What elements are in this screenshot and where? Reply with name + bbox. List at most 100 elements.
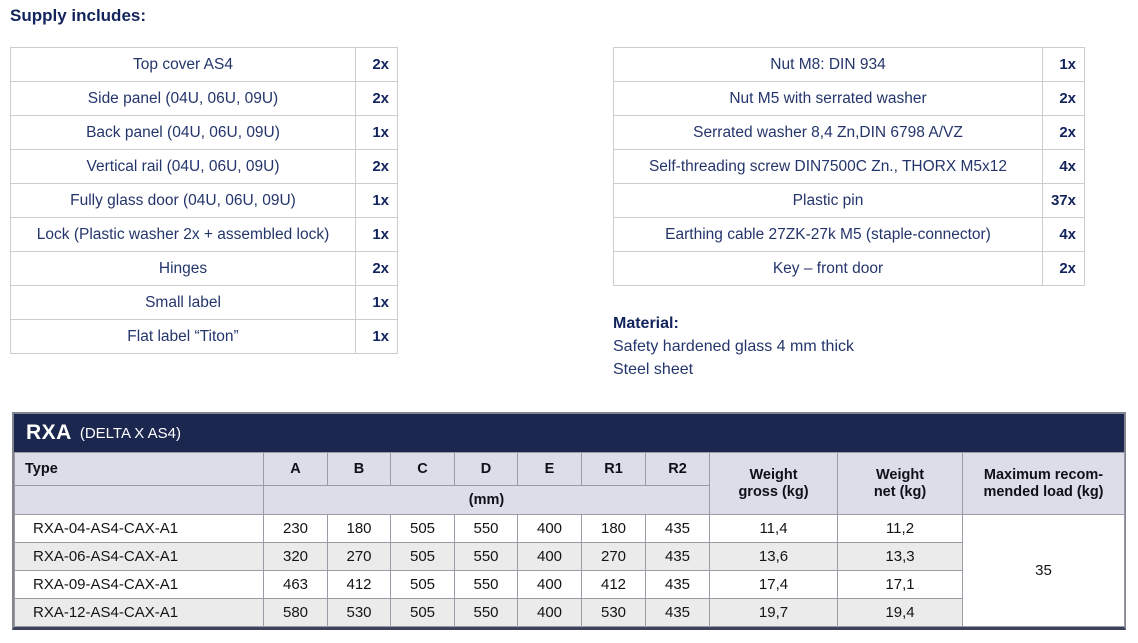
col-header-max-load: Maximum recom- mended load (kg) bbox=[962, 452, 1125, 515]
supply-item-qty: 1x bbox=[355, 183, 398, 218]
material-line: Steel sheet bbox=[613, 361, 694, 378]
cell-weight-net: 17,1 bbox=[837, 570, 963, 599]
material-section: Material: Safety hardened glass 4 mm thi… bbox=[613, 312, 854, 381]
table-row: Serrated washer 8,4 Zn,DIN 6798 A/VZ 2x bbox=[613, 115, 1085, 150]
supply-item-qty: 1x bbox=[355, 319, 398, 354]
supply-item-qty: 2x bbox=[1042, 81, 1085, 116]
supply-item-label: Serrated washer 8,4 Zn,DIN 6798 A/VZ bbox=[613, 115, 1043, 150]
cell-weight-gross: 17,4 bbox=[709, 570, 838, 599]
cell-max-load: 35 bbox=[962, 514, 1125, 627]
supply-item-qty: 2x bbox=[1042, 115, 1085, 150]
col-header-d: D bbox=[454, 452, 518, 486]
col-header-r2: R2 bbox=[645, 452, 710, 486]
supply-item-qty: 2x bbox=[355, 81, 398, 116]
page-title: Supply includes: bbox=[10, 6, 147, 25]
supply-item-label: Side panel (04U, 06U, 09U) bbox=[10, 81, 356, 116]
cell-a: 463 bbox=[263, 570, 328, 599]
supply-item-qty: 2x bbox=[355, 149, 398, 184]
col-header-b: B bbox=[327, 452, 391, 486]
cell-r1: 412 bbox=[581, 570, 646, 599]
supply-item-label: Nut M8: DIN 934 bbox=[613, 47, 1043, 82]
cell-weight-net: 13,3 bbox=[837, 542, 963, 571]
col-header-c: C bbox=[390, 452, 455, 486]
cell-a: 580 bbox=[263, 598, 328, 627]
supply-item-label: Nut M5 with serrated washer bbox=[613, 81, 1043, 116]
cell-type: RXA-09-AS4-CAX-A1 bbox=[14, 570, 264, 599]
supply-item-label: Self-threading screw DIN7500C Zn., THORX… bbox=[613, 149, 1043, 184]
spec-table: Type A B C D E R1 R2 Weight gross (kg) W… bbox=[14, 452, 1125, 627]
cell-weight-gross: 13,6 bbox=[709, 542, 838, 571]
col-header-weight-net: Weight net (kg) bbox=[837, 452, 963, 515]
cell-weight-net: 19,4 bbox=[837, 598, 963, 627]
col-header-type: Type bbox=[14, 452, 264, 486]
spec-table-subtitle: (DELTA X AS4) bbox=[79, 424, 181, 442]
cell-d: 550 bbox=[454, 598, 518, 627]
cell-weight-gross: 19,7 bbox=[709, 598, 838, 627]
supply-item-qty: 37x bbox=[1042, 183, 1085, 218]
table-row: Hinges 2x bbox=[10, 251, 398, 286]
table-row: Plastic pin 37x bbox=[613, 183, 1085, 218]
cell-c: 505 bbox=[390, 514, 455, 543]
table-row: Top cover AS4 2x bbox=[10, 47, 398, 82]
cell-r2: 435 bbox=[645, 570, 710, 599]
cell-type: RXA-04-AS4-CAX-A1 bbox=[14, 514, 264, 543]
supply-item-qty: 1x bbox=[1042, 47, 1085, 82]
supply-item-label: Top cover AS4 bbox=[10, 47, 356, 82]
unit-header: (mm) bbox=[263, 485, 710, 515]
table-header-row: Type A B C D E R1 R2 Weight gross (kg) W… bbox=[14, 452, 1125, 515]
cell-r1: 180 bbox=[581, 514, 646, 543]
cell-b: 270 bbox=[327, 542, 391, 571]
supply-item-label: Vertical rail (04U, 06U, 09U) bbox=[10, 149, 356, 184]
cell-weight-gross: 11,4 bbox=[709, 514, 838, 543]
cell-weight-net: 11,2 bbox=[837, 514, 963, 543]
table-row: Vertical rail (04U, 06U, 09U) 2x bbox=[10, 149, 398, 184]
table-row: Back panel (04U, 06U, 09U) 1x bbox=[10, 115, 398, 150]
table-row: Small label 1x bbox=[10, 285, 398, 320]
supply-item-label: Key – front door bbox=[613, 251, 1043, 286]
table-row: Fully glass door (04U, 06U, 09U) 1x bbox=[10, 183, 398, 218]
cell-e: 400 bbox=[517, 598, 582, 627]
cell-a: 320 bbox=[263, 542, 328, 571]
supply-list-right: Nut M8: DIN 934 1x Nut M5 with serrated … bbox=[613, 47, 1085, 286]
cell-d: 550 bbox=[454, 514, 518, 543]
cell-c: 505 bbox=[390, 598, 455, 627]
cell-b: 412 bbox=[327, 570, 391, 599]
col-header-r1: R1 bbox=[581, 452, 646, 486]
cell-d: 550 bbox=[454, 542, 518, 571]
cell-r2: 435 bbox=[645, 598, 710, 627]
supply-item-qty: 1x bbox=[355, 115, 398, 150]
cell-d: 550 bbox=[454, 570, 518, 599]
table-row: Nut M5 with serrated washer 2x bbox=[613, 81, 1085, 116]
spec-table-title: RXA bbox=[26, 421, 72, 444]
material-line: Safety hardened glass 4 mm thick bbox=[613, 338, 855, 355]
cell-r1: 270 bbox=[581, 542, 646, 571]
col-header-weight-gross: Weight gross (kg) bbox=[709, 452, 838, 515]
supply-item-qty: 1x bbox=[355, 285, 398, 320]
table-row: Lock (Plastic washer 2x + assembled lock… bbox=[10, 217, 398, 252]
col-header-e: E bbox=[517, 452, 582, 486]
cell-c: 505 bbox=[390, 570, 455, 599]
table-row: Self-threading screw DIN7500C Zn., THORX… bbox=[613, 149, 1085, 184]
col-header-a: A bbox=[263, 452, 328, 486]
cell-b: 180 bbox=[327, 514, 391, 543]
table-row: Side panel (04U, 06U, 09U) 2x bbox=[10, 81, 398, 116]
table-row: Nut M8: DIN 934 1x bbox=[613, 47, 1085, 82]
supply-list-left: Top cover AS4 2x Side panel (04U, 06U, 0… bbox=[10, 47, 398, 354]
cell-type: RXA-12-AS4-CAX-A1 bbox=[14, 598, 264, 627]
table-row: Flat label “Titon” 1x bbox=[10, 319, 398, 354]
supply-item-label: Hinges bbox=[10, 251, 356, 286]
table-row: RXA-04-AS4-CAX-A1 230 180 505 550 400 18… bbox=[14, 514, 1125, 627]
spec-table-section: RXA (DELTA X AS4) Type A B C D E R1 R2 W… bbox=[12, 412, 1126, 630]
table-row: Key – front door 2x bbox=[613, 251, 1085, 286]
cell-e: 400 bbox=[517, 542, 582, 571]
supply-item-qty: 2x bbox=[355, 47, 398, 82]
cell-b: 530 bbox=[327, 598, 391, 627]
cell-e: 400 bbox=[517, 570, 582, 599]
supply-item-label: Earthing cable 27ZK-27k M5 (staple-conne… bbox=[613, 217, 1043, 252]
supply-item-label: Small label bbox=[10, 285, 356, 320]
supply-item-qty: 1x bbox=[355, 217, 398, 252]
supply-item-qty: 2x bbox=[355, 251, 398, 286]
table-row: Earthing cable 27ZK-27k M5 (staple-conne… bbox=[613, 217, 1085, 252]
supply-item-label: Back panel (04U, 06U, 09U) bbox=[10, 115, 356, 150]
cell-r2: 435 bbox=[645, 514, 710, 543]
